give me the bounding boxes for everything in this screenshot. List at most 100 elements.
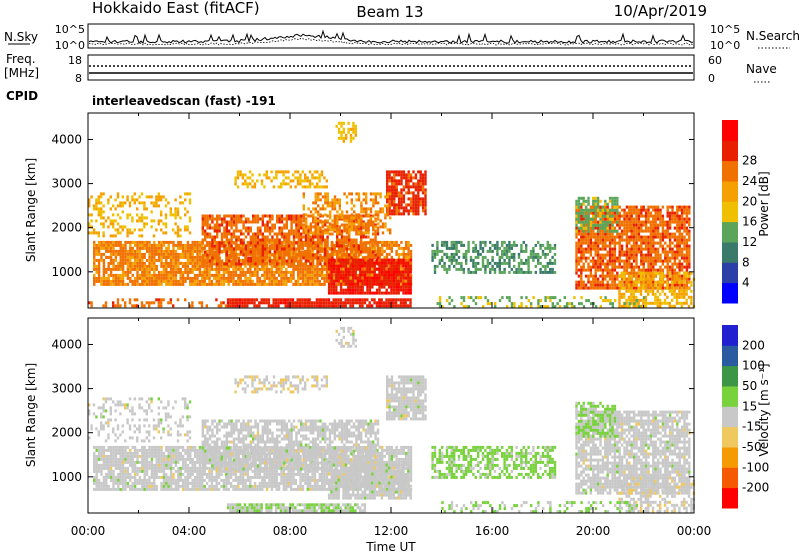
- range-cell: [342, 288, 345, 292]
- range-cell: [328, 279, 331, 283]
- range-cell: [367, 228, 370, 232]
- range-cell: [412, 206, 415, 210]
- range-cell: [623, 262, 626, 266]
- range-cell: [407, 291, 410, 295]
- range-cell: [169, 267, 173, 271]
- range-cell: [186, 246, 190, 250]
- range-cell: [582, 262, 585, 266]
- range-cell: [226, 304, 230, 308]
- range-cell: [395, 291, 398, 295]
- range-cell: [339, 291, 343, 295]
- range-cell: [664, 253, 667, 257]
- range-cell: [331, 198, 334, 202]
- range-cell: [282, 276, 286, 280]
- range-cell: [359, 270, 362, 274]
- range-cell: [594, 268, 597, 272]
- nsky-label: N.Sky: [4, 30, 38, 44]
- range-cell: [121, 298, 124, 302]
- range-cell: [264, 226, 267, 230]
- range-cell: [596, 211, 600, 215]
- range-cell: [618, 253, 621, 257]
- range-cell: [93, 273, 96, 277]
- range-cell: [402, 246, 405, 250]
- range-cell: [503, 270, 506, 274]
- range-cell: [174, 243, 178, 247]
- range-cell: [405, 258, 408, 262]
- range-cell: [314, 232, 317, 236]
- range-cell: [296, 298, 299, 302]
- range-cell: [608, 277, 612, 281]
- range-cell: [211, 247, 214, 251]
- range-cell: [129, 252, 132, 256]
- range-cell: [620, 229, 624, 233]
- range-cell: [625, 214, 629, 218]
- range-cell: [671, 235, 674, 239]
- range-cell: [275, 276, 278, 280]
- range-cell: [313, 276, 317, 280]
- range-cell: [618, 238, 621, 242]
- range-cell: [230, 259, 233, 263]
- range-cell: [402, 282, 405, 286]
- range-cell: [575, 268, 578, 272]
- range-cell: [360, 238, 363, 242]
- range-cell: [397, 291, 400, 295]
- range-cell: [150, 246, 154, 250]
- range-cell: [339, 258, 343, 262]
- range-cell: [584, 268, 588, 272]
- range-cell: [661, 250, 665, 254]
- range-cell: [441, 258, 444, 262]
- range-cell: [623, 208, 626, 212]
- range-cell: [654, 217, 657, 221]
- range-cell: [222, 301, 225, 305]
- range-cell: [445, 252, 449, 256]
- range-cell: [414, 188, 418, 192]
- range-cell: [436, 249, 439, 253]
- range-cell: [611, 235, 614, 239]
- range-cell: [238, 298, 242, 302]
- range-cell: [397, 273, 400, 277]
- range-cell: [592, 244, 595, 248]
- range-cell: [143, 252, 146, 256]
- range-cell: [321, 214, 324, 218]
- range-cell: [280, 244, 284, 248]
- range-cell: [275, 267, 278, 271]
- range-cell: [278, 229, 281, 233]
- range-cell: [252, 259, 255, 263]
- range-cell: [340, 279, 343, 283]
- range-cell: [510, 243, 513, 247]
- range-cell: [649, 265, 653, 269]
- range-cell: [325, 267, 329, 271]
- range-cell: [668, 268, 672, 272]
- range-cell: [242, 214, 245, 218]
- range-cell: [289, 249, 293, 253]
- range-cell: [229, 301, 232, 305]
- range-cell: [402, 255, 405, 259]
- range-cell: [317, 198, 320, 202]
- range-cell: [537, 255, 540, 259]
- range-cell: [102, 261, 106, 265]
- range-cell: [618, 220, 621, 224]
- range-cell: [352, 220, 356, 224]
- range-cell: [580, 253, 583, 257]
- range-cell: [275, 252, 278, 256]
- range-cell: [613, 259, 617, 263]
- range-cell: [380, 273, 384, 277]
- range-cell: [649, 211, 653, 215]
- range-cell: [237, 264, 240, 268]
- range-cell: [613, 286, 617, 290]
- range-cell: [327, 267, 331, 271]
- range-cell: [390, 273, 393, 277]
- range-cell: [339, 264, 343, 268]
- range-cell: [90, 301, 93, 305]
- range-cell: [294, 170, 297, 174]
- range-cell: [297, 220, 300, 224]
- range-cell: [529, 255, 533, 259]
- range-cell: [405, 243, 408, 247]
- range-cell: [114, 273, 118, 277]
- range-cell: [189, 243, 192, 247]
- range-cell: [225, 279, 228, 283]
- range-cell: [659, 265, 662, 269]
- range-cell: [608, 232, 612, 236]
- range-cell: [508, 243, 511, 247]
- range-cell: [390, 285, 393, 289]
